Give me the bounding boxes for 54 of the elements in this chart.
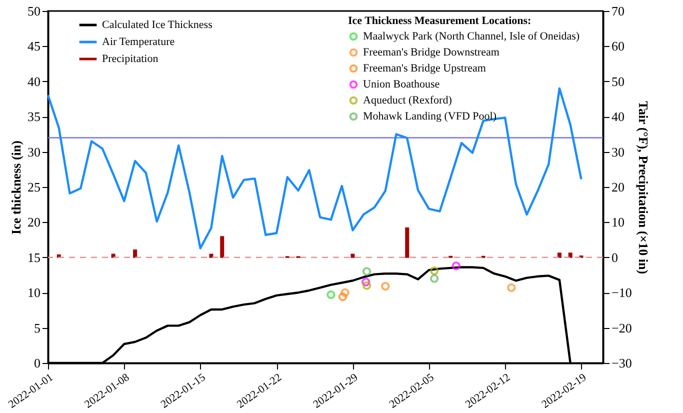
legend-label: Maalwyck Park (North Channel, Isle of Oneidas) [363, 30, 580, 42]
legend-label: Freeman's Bridge Downstream [363, 46, 500, 58]
bar [557, 252, 562, 258]
y-tick-label: 45 [28, 38, 40, 54]
y2-tick-label: −30 [612, 356, 632, 370]
legend-label: Mohawk Landing (VFD Pool) [363, 110, 497, 122]
legend-label: Precipitation [102, 53, 159, 65]
line-series [46, 87, 582, 250]
point [452, 262, 460, 270]
bar [405, 227, 410, 258]
y2-axis-title: Tair (°F), Precipitation (×10 in) [636, 100, 651, 274]
legend-label: Union Boathouse [363, 78, 440, 90]
point [362, 281, 372, 290]
bar [111, 254, 116, 258]
point [362, 278, 370, 286]
y-tick-label: 15 [28, 250, 40, 265]
legend-label: Calculated Ice Thickness [102, 19, 212, 31]
bar [209, 254, 214, 258]
y-tick-label: 30 [28, 144, 40, 160]
point [326, 290, 336, 300]
y-tick-label: 35 [28, 109, 40, 124]
bar [133, 250, 138, 258]
y2-tick-label: 60 [612, 38, 624, 54]
y2-tick-label: 20 [612, 180, 624, 194]
point [430, 274, 439, 283]
point [430, 266, 439, 276]
y-tick-label: 20 [28, 214, 40, 230]
legend-title: Ice Thickness Measurement Locations: [348, 15, 532, 27]
y2-tick-label: 0 [612, 250, 618, 265]
y-tick-label: 5 [34, 320, 40, 336]
y2-tick-label: 70 [612, 4, 624, 18]
point [507, 283, 516, 292]
legend-label: Air Temperature [102, 36, 175, 48]
point [381, 282, 390, 291]
y-tick-label: 10 [28, 285, 40, 300]
y2-tick-label: −20 [612, 320, 632, 336]
y2-tick-label: −10 [612, 285, 632, 300]
y-tick-label: 0 [34, 356, 40, 370]
y2-tick-label: 50 [612, 74, 624, 89]
y-tick-label: 40 [28, 74, 40, 89]
bar [220, 236, 224, 258]
y-tick-label: 50 [28, 4, 40, 18]
point [362, 267, 372, 276]
y2-tick-label: 30 [612, 144, 624, 160]
y2-tick-label: 40 [612, 109, 624, 124]
bar [568, 252, 572, 258]
y-axis-title: Ice thickness (in) [8, 140, 24, 234]
bar [350, 254, 355, 258]
y2-tick-label: 10 [612, 214, 624, 230]
point [340, 288, 350, 297]
legend-label: Aqueduct (Rexford) [363, 94, 452, 106]
legend-label: Freeman's Bridge Upstream [363, 62, 486, 74]
y-tick-label: 25 [28, 180, 40, 194]
point [338, 292, 348, 302]
